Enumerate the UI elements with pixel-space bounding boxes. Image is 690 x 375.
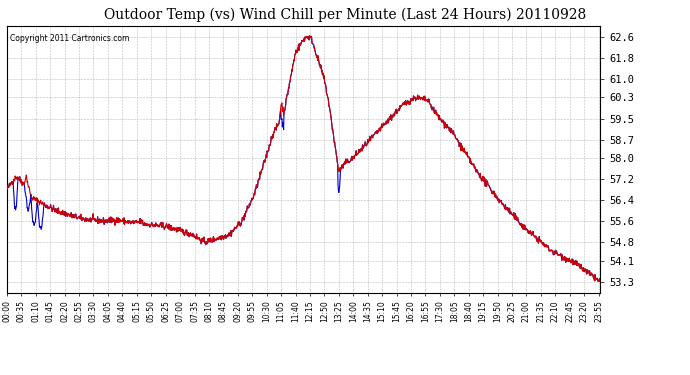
Text: Copyright 2011 Cartronics.com: Copyright 2011 Cartronics.com	[10, 34, 129, 43]
Text: Outdoor Temp (vs) Wind Chill per Minute (Last 24 Hours) 20110928: Outdoor Temp (vs) Wind Chill per Minute …	[104, 8, 586, 22]
